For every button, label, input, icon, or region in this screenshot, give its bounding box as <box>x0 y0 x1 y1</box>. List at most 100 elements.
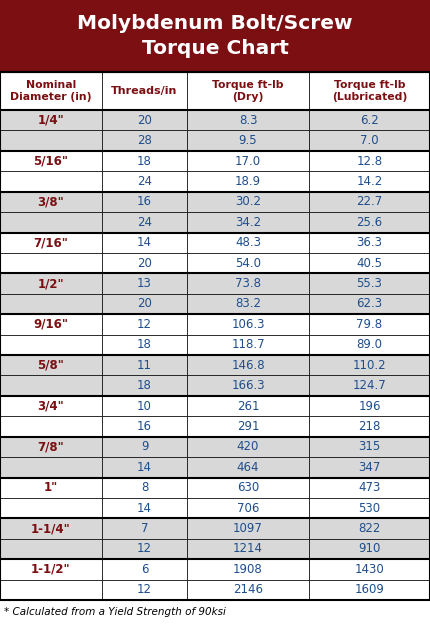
Bar <box>187 457 309 477</box>
Text: 12.8: 12.8 <box>356 155 383 167</box>
Text: 55.3: 55.3 <box>356 277 382 290</box>
Bar <box>0 334 102 355</box>
Text: 79.8: 79.8 <box>356 318 383 331</box>
Bar <box>187 355 309 376</box>
Text: 1/4": 1/4" <box>38 114 64 127</box>
Bar <box>102 477 187 498</box>
Text: 124.7: 124.7 <box>353 379 387 392</box>
Bar <box>309 273 430 294</box>
Text: 14: 14 <box>137 461 152 474</box>
Bar <box>102 376 187 396</box>
Bar <box>102 457 187 477</box>
Bar <box>309 396 430 416</box>
Bar <box>309 151 430 171</box>
Bar <box>102 110 187 130</box>
Bar <box>187 437 309 457</box>
Bar <box>102 192 187 212</box>
Text: 12: 12 <box>137 583 152 597</box>
Bar <box>0 314 102 334</box>
Bar <box>309 416 430 437</box>
Bar <box>187 334 309 355</box>
Bar <box>0 0 430 72</box>
Bar <box>0 416 102 437</box>
Text: 22.7: 22.7 <box>356 195 383 208</box>
Text: 6.2: 6.2 <box>360 114 379 127</box>
Text: Nominal
Diameter (in): Nominal Diameter (in) <box>10 80 92 102</box>
Bar <box>309 437 430 457</box>
Bar <box>0 437 102 457</box>
Text: 5/16": 5/16" <box>34 155 68 167</box>
Bar <box>187 72 309 110</box>
Text: 20: 20 <box>137 298 152 311</box>
Text: 18.9: 18.9 <box>235 175 261 188</box>
Bar <box>0 396 102 416</box>
Text: 1609: 1609 <box>355 583 384 597</box>
Text: 110.2: 110.2 <box>353 359 386 372</box>
Text: 24: 24 <box>137 175 152 188</box>
Text: 2146: 2146 <box>233 583 263 597</box>
Text: 18: 18 <box>137 379 152 392</box>
Text: 83.2: 83.2 <box>235 298 261 311</box>
Bar <box>309 519 430 539</box>
Bar <box>309 212 430 233</box>
Text: 89.0: 89.0 <box>356 338 383 351</box>
Text: 9/16": 9/16" <box>34 318 68 331</box>
Bar <box>102 355 187 376</box>
Text: 196: 196 <box>358 399 381 412</box>
Bar <box>187 519 309 539</box>
Text: 14.2: 14.2 <box>356 175 383 188</box>
Bar <box>309 477 430 498</box>
Bar <box>102 253 187 273</box>
Bar <box>0 253 102 273</box>
Bar <box>187 477 309 498</box>
Text: 1/2": 1/2" <box>38 277 64 290</box>
Bar <box>102 559 187 580</box>
Text: 24: 24 <box>137 216 152 229</box>
Bar <box>309 559 430 580</box>
Bar <box>187 580 309 600</box>
Bar <box>0 212 102 233</box>
Text: 291: 291 <box>237 420 259 433</box>
Bar <box>102 416 187 437</box>
Bar <box>102 314 187 334</box>
Text: 910: 910 <box>358 542 381 555</box>
Bar <box>102 539 187 559</box>
Bar <box>309 539 430 559</box>
Text: 48.3: 48.3 <box>235 236 261 249</box>
Bar <box>0 233 102 253</box>
Text: 146.8: 146.8 <box>231 359 265 372</box>
Bar <box>102 519 187 539</box>
Bar <box>309 171 430 192</box>
Bar <box>309 355 430 376</box>
Bar <box>0 519 102 539</box>
Text: 1430: 1430 <box>355 563 384 576</box>
Text: 1097: 1097 <box>233 522 263 535</box>
Text: 118.7: 118.7 <box>231 338 265 351</box>
Text: 13: 13 <box>137 277 152 290</box>
Bar <box>0 498 102 519</box>
Text: 12: 12 <box>137 542 152 555</box>
Text: 706: 706 <box>237 502 259 515</box>
Text: 261: 261 <box>237 399 259 412</box>
Bar <box>0 559 102 580</box>
Bar <box>0 539 102 559</box>
Bar <box>102 72 187 110</box>
Text: 54.0: 54.0 <box>235 256 261 270</box>
Bar <box>102 212 187 233</box>
Bar <box>309 498 430 519</box>
Text: 1-1/2": 1-1/2" <box>31 563 71 576</box>
Text: 14: 14 <box>137 502 152 515</box>
Text: 347: 347 <box>358 461 381 474</box>
Bar <box>102 233 187 253</box>
Text: 7/16": 7/16" <box>34 236 68 249</box>
Text: 9: 9 <box>141 441 148 454</box>
Text: 16: 16 <box>137 420 152 433</box>
Bar <box>187 498 309 519</box>
Text: 18: 18 <box>137 155 152 167</box>
Text: Molybdenum Bolt/Screw
Torque Chart: Molybdenum Bolt/Screw Torque Chart <box>77 14 353 58</box>
Bar <box>102 334 187 355</box>
Bar <box>102 171 187 192</box>
Text: Threads/in: Threads/in <box>111 86 178 96</box>
Bar <box>102 294 187 314</box>
Bar <box>0 376 102 396</box>
